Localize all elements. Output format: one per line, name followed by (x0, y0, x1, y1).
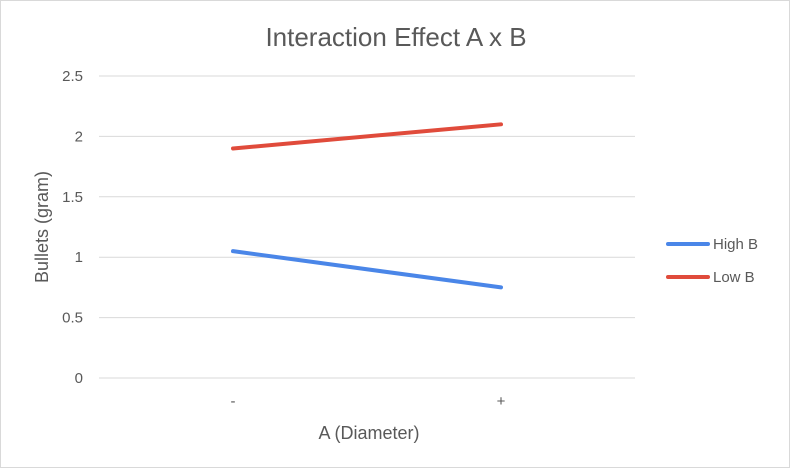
legend-label: High B (713, 236, 758, 253)
y-tick-label: 1.5 (62, 189, 83, 206)
y-tick-label: 2 (75, 128, 83, 145)
y-axis-label: Bullets (gram) (32, 171, 52, 283)
y-tick-label: 0.5 (62, 310, 83, 327)
gridlines (99, 75, 635, 379)
y-tick-label: 0 (75, 370, 83, 387)
x-axis-ticks: - + (231, 393, 506, 410)
series-lines (231, 122, 503, 290)
legend-label: Low B (713, 269, 755, 286)
series-line-low-b (231, 122, 503, 151)
legend: High B Low B (666, 236, 758, 286)
x-axis-label: A (Diameter) (318, 423, 419, 443)
chart-title: Interaction Effect A x B (265, 22, 526, 52)
y-tick-label: 2.5 (62, 68, 83, 85)
series-line-high-b (231, 249, 503, 290)
x-tick-label: + (497, 393, 506, 410)
y-tick-label: 1 (75, 249, 83, 266)
x-tick-label: - (231, 393, 236, 410)
y-axis-ticks: 0 0.5 1 1.5 2 2.5 (62, 68, 83, 387)
